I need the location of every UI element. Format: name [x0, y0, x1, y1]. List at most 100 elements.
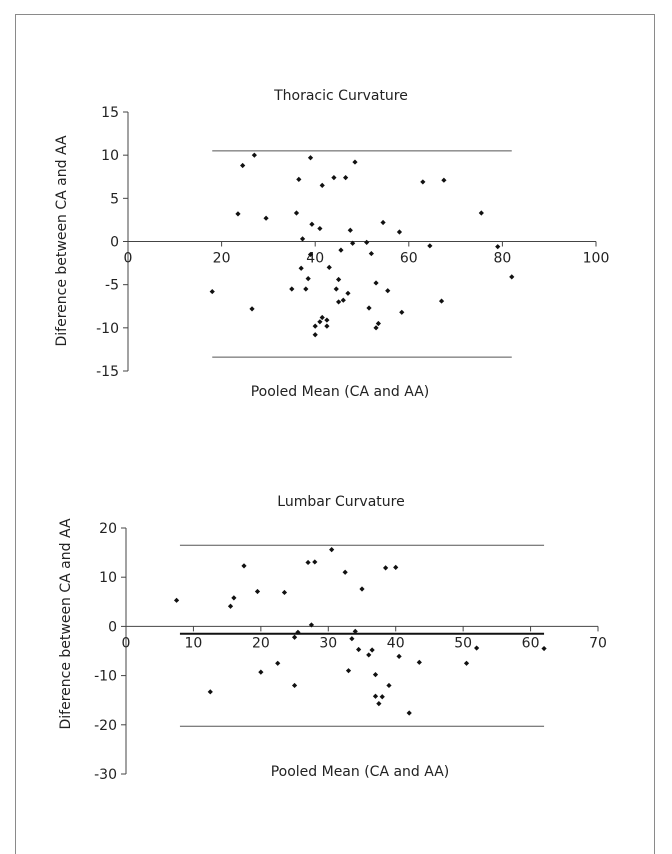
lumbar-data-point — [386, 682, 392, 689]
thoracic-data-point — [338, 247, 344, 253]
lumbar-data-point — [241, 563, 247, 569]
lumbar-x-tick-label: 40 — [387, 635, 405, 651]
thoracic-data-point — [312, 323, 318, 329]
thoracic-data-point — [478, 210, 484, 216]
thoracic-x-tick-label: 80 — [493, 251, 511, 267]
lumbar-x-tick-label: 20 — [252, 635, 270, 651]
thoracic-data-point — [317, 225, 323, 232]
lumbar-data-point — [231, 595, 237, 601]
lumbar-data-point — [406, 710, 412, 716]
thoracic-x-axis: 0 20 40 60 80 100 — [124, 241, 610, 267]
thoracic-data-point — [251, 152, 257, 158]
thoracic-data-point — [317, 319, 323, 325]
thoracic-data-point — [333, 286, 339, 292]
thoracic-y-tick-label: 10 — [101, 148, 119, 164]
thoracic-data-point — [307, 251, 314, 258]
thoracic-x-tick-label: 40 — [306, 251, 324, 267]
thoracic-data-point — [399, 309, 405, 315]
thoracic-reference-lines — [212, 150, 512, 358]
lumbar-data-point — [281, 589, 288, 596]
lumbar-data-point — [308, 622, 315, 628]
lumbar-reference-lines — [179, 544, 545, 727]
thoracic-data-point — [319, 182, 325, 188]
thoracic-data-point — [293, 210, 300, 216]
thoracic-x-tick-label: 60 — [400, 251, 418, 267]
thoracic-y-tick-label: 0 — [110, 235, 119, 251]
lumbar-y-tick-label: -30 — [94, 767, 117, 783]
thoracic-data-point — [331, 175, 337, 181]
lumbar-data-point — [369, 647, 375, 653]
thoracic-data-point — [296, 176, 302, 182]
thoracic-data-point — [375, 320, 381, 327]
lumbar-data-point — [295, 629, 301, 635]
lumbar-x-tick-label: 0 — [122, 635, 131, 651]
lumbar-x-tick-label: 30 — [319, 635, 337, 651]
thoracic-data-point — [336, 299, 342, 305]
thoracic-y-tick-label: 5 — [110, 191, 119, 207]
thoracic-data-point — [509, 274, 515, 280]
lumbar-data-point — [541, 645, 547, 652]
lumbar-data-point — [366, 652, 372, 658]
thoracic-data-point — [345, 290, 351, 296]
lumbar-data-point — [352, 628, 358, 634]
thoracic-data-point — [340, 297, 346, 303]
thoracic-y-tick-label: -5 — [105, 278, 119, 294]
lumbar-x-tick-label: 70 — [589, 635, 607, 651]
thoracic-data-point — [396, 229, 403, 235]
thoracic-data-point — [438, 298, 445, 304]
lumbar-data-point — [372, 693, 379, 699]
lumbar-y-tick-label: -20 — [94, 718, 117, 734]
lumbar-chart: Lumbar Curvature 20 10 0 -10 -20 -30 0 10 20 30 4… — [58, 494, 607, 783]
lumbar-data-point — [258, 669, 264, 675]
thoracic-data-point — [249, 306, 255, 312]
lumbar-y-axis-label: Diference between CA and AA — [58, 518, 74, 729]
lumbar-data-point — [207, 689, 213, 695]
lumbar-data-point — [356, 646, 362, 653]
thoracic-data-point — [307, 155, 314, 161]
thoracic-data-point — [309, 221, 315, 227]
thoracic-data-point — [312, 332, 318, 338]
lumbar-data-point — [173, 597, 180, 603]
thoracic-y-tick-label: -10 — [96, 321, 119, 337]
thoracic-data-point — [350, 240, 356, 246]
lumbar-data-point — [329, 547, 335, 553]
lumbar-y-axis: 20 10 0 -10 -20 -30 — [94, 521, 127, 783]
lumbar-data-point — [227, 603, 234, 609]
thoracic-y-tick-label: 15 — [101, 105, 119, 121]
thoracic-x-tick-label: 0 — [124, 251, 133, 267]
thoracic-data-point — [366, 305, 372, 311]
thoracic-data-point — [385, 288, 391, 294]
thoracic-x-tick-label: 100 — [583, 251, 610, 267]
thoracic-data-point — [305, 276, 311, 282]
lumbar-x-tick-label: 10 — [185, 635, 203, 651]
lumbar-data-point — [275, 660, 281, 666]
lumbar-data-point — [383, 565, 389, 571]
thoracic-data-point — [336, 276, 342, 283]
thoracic-data-point — [368, 250, 374, 257]
lumbar-x-axis-label: Pooled Mean (CA and AA) — [271, 764, 450, 780]
thoracic-data-point — [343, 175, 349, 181]
thoracic-data-point — [299, 236, 306, 242]
lumbar-data-point — [291, 634, 298, 640]
lumbar-data-point — [463, 660, 470, 666]
thoracic-data-point — [209, 288, 215, 295]
thoracic-data-point — [324, 323, 330, 329]
lumbar-x-tick-label: 60 — [522, 635, 540, 651]
thoracic-data-point — [324, 317, 330, 323]
thoracic-data-point — [364, 239, 370, 245]
thoracic-data-point — [420, 179, 426, 185]
thoracic-x-axis-label: Pooled Mean (CA and AA) — [251, 384, 430, 400]
thoracic-chart: Thoracic Curvature 15 10 5 0 -5 -10 -15 0 20 40 6… — [54, 88, 609, 400]
thoracic-data-point — [298, 265, 304, 271]
thoracic-data-point — [373, 280, 379, 286]
thoracic-data-point — [303, 286, 309, 292]
lumbar-data-point — [349, 636, 355, 642]
thoracic-data-point — [289, 286, 295, 292]
lumbar-data-point — [393, 564, 399, 570]
figure-frame — [15, 14, 655, 854]
lumbar-y-tick-label: -10 — [94, 669, 117, 685]
thoracic-data-point — [352, 159, 358, 165]
thoracic-data-point — [380, 219, 386, 226]
thoracic-data-point — [326, 264, 332, 270]
